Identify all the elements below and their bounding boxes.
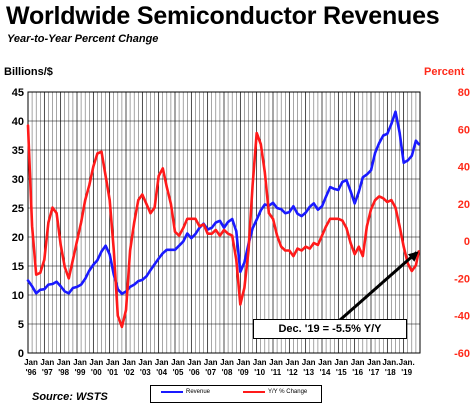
x-tick-label-top: Jan	[253, 358, 267, 367]
x-tick-label-bottom: '07	[205, 368, 216, 377]
left-axis-ticks: 0 5 10 15 20 25 30 35 40 45	[12, 87, 24, 360]
series-line-revenue	[26, 110, 421, 296]
left-tick-label: 20	[12, 232, 24, 244]
x-tick-label-top: Jan	[24, 358, 38, 367]
legend: Revenue Y/Y % Change	[150, 385, 322, 403]
left-tick-label: 45	[12, 87, 24, 99]
x-tick-label-top: Jan	[334, 358, 348, 367]
left-axis-title: Billions/$	[4, 66, 53, 78]
left-tick-label: 15	[12, 261, 24, 273]
x-tick-label-top: Jan	[89, 358, 103, 367]
x-tick-label-top: Jan	[106, 358, 120, 367]
x-tick-label-bottom: '12	[287, 368, 298, 377]
x-tick-label-top: Jan.	[399, 358, 415, 367]
x-tick-label-bottom: '15	[336, 368, 347, 377]
arrow-shaft	[339, 251, 418, 322]
series-layer	[26, 110, 421, 329]
annotation-box: Dec. '19 = -5.5% Y/Y	[253, 319, 407, 339]
x-tick-label-top: Jan	[138, 358, 152, 367]
x-tick-label-top: Jan	[57, 358, 71, 367]
x-tick-label-bottom: '14	[320, 368, 331, 377]
x-tick-label-top: Jan	[155, 358, 169, 367]
x-tick-label-bottom: '97	[42, 368, 53, 377]
legend-item-yoy: Y/Y % Change	[243, 389, 307, 395]
x-tick-label-bottom: '99	[75, 368, 86, 377]
x-tick-label-bottom: '09	[238, 368, 249, 377]
x-tick-label-bottom: '19	[401, 368, 412, 377]
legend-label-yoy: Y/Y % Change	[268, 389, 308, 395]
x-tick-label-top: Jan.	[382, 358, 398, 367]
x-tick-label-top: Jan	[367, 358, 381, 367]
x-tick-label-bottom: '18	[385, 368, 396, 377]
x-tick-label-top: Jan	[236, 358, 250, 367]
x-tick-label-bottom: '05	[173, 368, 184, 377]
source-label: Source: WSTS	[32, 391, 108, 403]
x-tick-label-bottom: '96	[26, 368, 37, 377]
right-tick-label: -60	[454, 348, 470, 360]
legend-item-revenue: Revenue	[161, 389, 210, 395]
annotation-arrow	[339, 251, 419, 322]
legend-swatch-yoy	[243, 391, 265, 393]
annotation-text: Dec. '19 = -5.5% Y/Y	[278, 323, 382, 335]
x-tick-label-bottom: '11	[271, 368, 282, 377]
series-line-yoy	[26, 124, 421, 329]
x-tick-label-top: Jan	[40, 358, 54, 367]
right-tick-label: -40	[454, 311, 470, 323]
legend-label-revenue: Revenue	[186, 389, 211, 395]
chart-grid	[27, 91, 421, 354]
x-tick-label-top: Jan	[220, 358, 234, 367]
x-tick-label-top: Jan	[269, 358, 283, 367]
legend-swatch-revenue	[161, 391, 183, 393]
left-tick-label: 0	[18, 348, 24, 360]
right-axis-ticks: -60 -40 -20 0 20 40 60 80	[454, 87, 470, 360]
x-tick-label-top: Jan	[318, 358, 332, 367]
x-tick-label-bottom: '10	[254, 368, 265, 377]
arrow-head	[407, 251, 419, 262]
left-tick-label: 40	[12, 116, 24, 128]
x-tick-label-bottom: '16	[352, 368, 363, 377]
x-tick-label-bottom: '01	[107, 368, 118, 377]
x-tick-label-top: Jan	[73, 358, 87, 367]
x-tick-label-bottom: '03	[140, 368, 151, 377]
x-tick-label-bottom: '02	[124, 368, 135, 377]
right-tick-label: 40	[458, 162, 470, 174]
x-tick-label-bottom: '13	[303, 368, 314, 377]
x-axis-ticks: Jan'96Jan'97Jan'98Jan'99Jan'00Jan'01Jan'…	[24, 358, 415, 377]
x-tick-label-bottom: '00	[91, 368, 102, 377]
chart-subtitle: Year-to-Year Percent Change	[7, 33, 159, 45]
x-tick-label-top: Jan	[302, 358, 316, 367]
left-tick-label: 25	[12, 203, 24, 215]
left-tick-label: 10	[12, 290, 24, 302]
right-tick-label: 0	[464, 236, 470, 248]
x-tick-label-top: Jan	[285, 358, 299, 367]
right-tick-label: 80	[458, 87, 470, 99]
x-tick-label-top: Jan	[351, 358, 365, 367]
x-tick-label-bottom: '08	[222, 368, 233, 377]
chart-title: Worldwide Semiconductor Revenues	[6, 2, 440, 30]
right-tick-label: 60	[458, 124, 470, 136]
x-tick-label-bottom: '04	[156, 368, 167, 377]
x-tick-label-bottom: '06	[189, 368, 200, 377]
x-tick-label-bottom: '98	[58, 368, 69, 377]
x-tick-label-bottom: '17	[369, 368, 380, 377]
left-tick-label: 35	[12, 145, 24, 157]
x-tick-label-top: Jan	[122, 358, 136, 367]
x-tick-label-top: Jan	[171, 358, 185, 367]
left-tick-label: 5	[18, 319, 24, 331]
right-axis-title: Percent	[424, 66, 465, 78]
right-tick-label: 20	[458, 199, 470, 211]
x-tick-label-top: Jan	[204, 358, 218, 367]
right-tick-label: -20	[454, 273, 470, 285]
left-tick-label: 30	[12, 174, 24, 186]
x-tick-label-top: Jan	[187, 358, 201, 367]
